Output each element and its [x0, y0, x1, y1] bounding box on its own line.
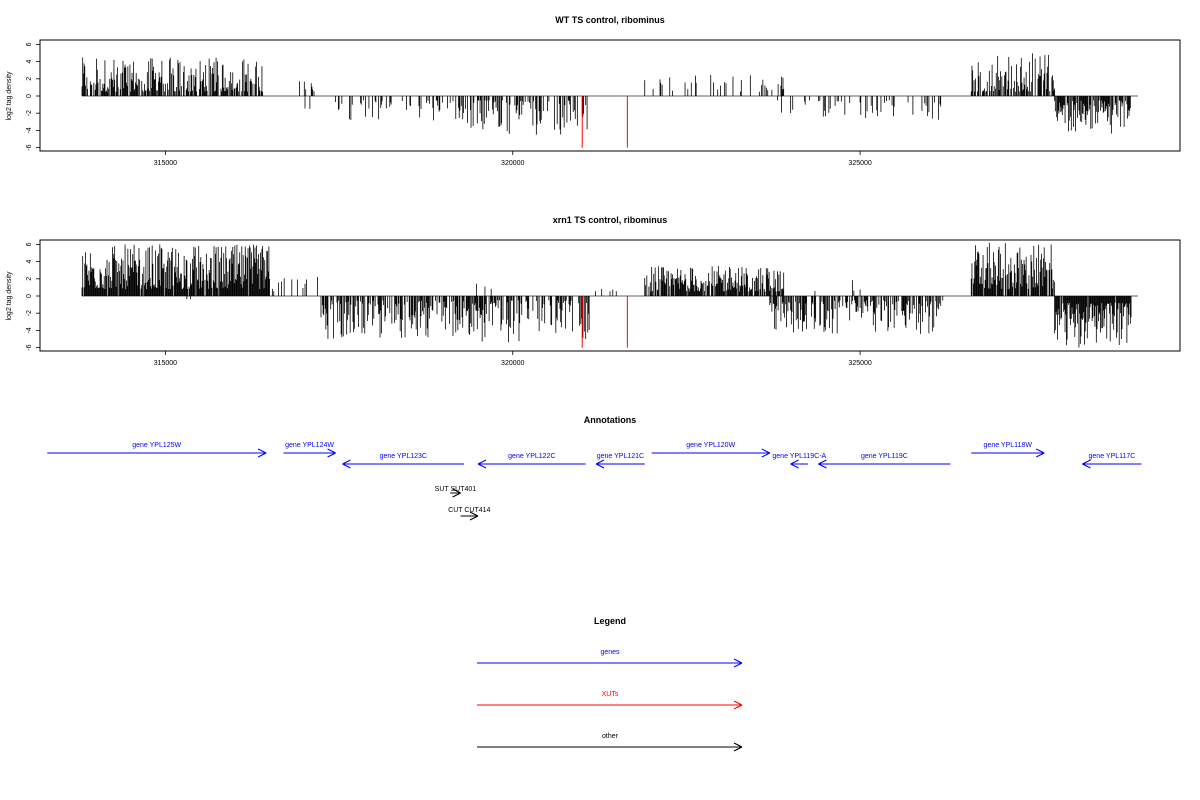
y-tick-label: 4	[26, 260, 33, 264]
xrn1-axes: -6 -4 -2 0 2 4 6 315000 320000 325000	[26, 242, 872, 367]
feature-arrow	[47, 448, 267, 458]
y-tick-label: 0	[26, 294, 33, 298]
annotation-features: gene YPL125W gene YPL124W gene YPL123C gene…	[47, 442, 1142, 521]
feature-arrow	[595, 459, 645, 469]
y-tick-label: -2	[26, 110, 33, 116]
feature-label: gene YPL119C	[861, 453, 908, 460]
feature-arrow	[1082, 459, 1142, 469]
feature-label: gene YPL122C	[508, 453, 555, 460]
legend-entry-label: genes	[600, 649, 620, 656]
feature-label: gene YPL120W	[686, 442, 735, 449]
feature-label: gene YPL123C	[380, 453, 427, 460]
y-tick-label: -6	[26, 344, 33, 350]
legend-entry-label: XUTs	[602, 691, 619, 698]
y-tick-label: 0	[26, 94, 33, 98]
feature-label: SUT SUT401	[435, 486, 477, 493]
wt-density-panel: WT TS control, ribominus log2 tag densit…	[6, 15, 1181, 167]
feature-arrow	[477, 459, 586, 469]
feature-arrow	[477, 742, 743, 752]
annotation-track: Annotations gene YPL125W gene YPL124Wgene…	[47, 415, 1142, 521]
feature-arrow	[342, 459, 465, 469]
xrn1-plot-frame	[39, 239, 1181, 352]
feature-arrow	[450, 488, 461, 498]
wt-density-bars	[81, 53, 1138, 148]
legend-title: Legend	[594, 616, 626, 626]
y-tick-label: -4	[26, 127, 33, 133]
feature-arrow	[477, 700, 743, 710]
feature-arrow	[790, 459, 808, 469]
x-tick-label: 325000	[848, 160, 871, 167]
legend-entries: genes XUTs other	[477, 649, 743, 752]
y-tick-label: 4	[26, 60, 33, 64]
feature-arrow	[971, 448, 1045, 458]
annotations-title: Annotations	[584, 415, 637, 425]
y-tick-label: -2	[26, 310, 33, 316]
feature-arrow	[283, 448, 336, 458]
wt-y-axis-label: log2 tag density	[6, 71, 13, 121]
legend-entry-label: other	[602, 733, 619, 740]
feature-arrow	[477, 658, 743, 668]
feature-arrow	[460, 511, 479, 521]
y-tick-label: -6	[26, 144, 33, 150]
feature-label: gene YPL121C	[597, 453, 644, 460]
feature-label: gene YPL125W	[132, 442, 181, 449]
y-tick-label: 6	[26, 42, 33, 46]
x-tick-label: 320000	[501, 360, 524, 367]
legend: Legend genes XUTs other	[477, 616, 743, 752]
feature-label: CUT CUT414	[448, 507, 490, 514]
wt-plot-frame	[39, 39, 1181, 152]
x-tick-label: 325000	[848, 360, 871, 367]
xrn1-density-panel: xrn1 TS control, ribominus log2 tag dens…	[6, 215, 1181, 367]
feature-arrow	[818, 459, 951, 469]
x-tick-label: 315000	[154, 160, 177, 167]
y-tick-label: 6	[26, 242, 33, 246]
y-tick-label: 2	[26, 77, 33, 81]
feature-arrow	[651, 448, 771, 458]
xrn1-density-bars	[81, 242, 1138, 348]
x-tick-label: 315000	[154, 360, 177, 367]
x-tick-label: 320000	[501, 160, 524, 167]
y-tick-label: 2	[26, 277, 33, 281]
feature-label: gene YPL117C	[1089, 453, 1136, 460]
feature-label: gene YPL118W	[984, 442, 1033, 449]
feature-label: gene YPL119C-A	[772, 453, 826, 460]
wt-panel-title: WT TS control, ribominus	[555, 15, 665, 25]
wt-axes: -6 -4 -2 0 2 4 6 315000 320000 325000	[26, 42, 872, 167]
feature-label: gene YPL124W	[285, 442, 334, 449]
xrn1-y-axis-label: log2 tag density	[6, 271, 13, 321]
xrn1-panel-title: xrn1 TS control, ribominus	[553, 215, 668, 225]
y-tick-label: -4	[26, 327, 33, 333]
